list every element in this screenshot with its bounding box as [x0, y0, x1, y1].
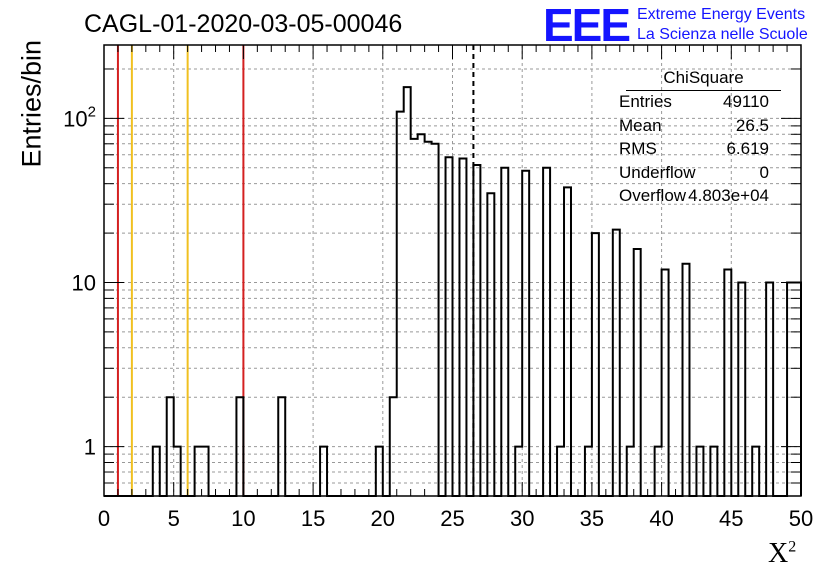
stats-key: Entries — [619, 92, 672, 111]
y-tick-label: 1 — [84, 435, 96, 460]
stats-key: Overflow — [619, 186, 687, 205]
stats-title: ChiSquare — [626, 68, 781, 91]
stats-key: Mean — [619, 115, 662, 135]
y-axis-label: Entries/bin — [16, 39, 47, 168]
logo-line-2: La Scienza nelle Scuole — [637, 26, 808, 43]
x-tick-label: 15 — [301, 506, 325, 531]
plot-frame — [103, 44, 802, 497]
stats-box: ChiSquare Entries 49110 Mean 26.5 RMS 6.… — [614, 68, 804, 210]
x-tick-label: 35 — [580, 506, 604, 531]
x-tick-label: 0 — [98, 506, 110, 531]
stats-value: 26.5 — [735, 115, 769, 135]
stats-value: 49110 — [722, 92, 769, 111]
x-tick-label: 30 — [510, 506, 534, 531]
stats-row: Entries 49110 — [614, 92, 804, 116]
stats-row: RMS 6.619 — [614, 139, 804, 163]
stats-value: 6.619 — [726, 139, 769, 158]
y-tick-label: 10 — [72, 270, 96, 295]
x-tick-label: 5 — [168, 506, 180, 531]
chart-title: CAGL-01-2020-03-05-00046 — [84, 10, 403, 38]
stats-key: Underflow — [619, 162, 696, 182]
y-tick-label: 102 — [63, 103, 96, 131]
stats-value: 0 — [759, 162, 769, 182]
x-tick-label: 10 — [231, 506, 255, 531]
stats-key: RMS — [619, 139, 657, 158]
stats-row: Overflow 4.803e+04 — [614, 186, 804, 210]
stats-row: Mean 26.5 — [614, 116, 804, 140]
x-tick-label: 20 — [371, 506, 395, 531]
x-tick-label: 50 — [789, 506, 813, 531]
reference-lines — [116, 45, 475, 496]
x-tick-label: 40 — [649, 506, 673, 531]
x-tick-label: 45 — [719, 506, 743, 531]
x-axis-label: X2 — [768, 538, 797, 569]
logo-line-1: Extreme Energy Events — [637, 6, 806, 23]
stats-row: Underflow 0 — [614, 163, 804, 187]
eee-logo: EEE — [543, 0, 631, 51]
stats-value: 4.803e+04 — [688, 186, 769, 205]
x-tick-label: 25 — [440, 506, 464, 531]
